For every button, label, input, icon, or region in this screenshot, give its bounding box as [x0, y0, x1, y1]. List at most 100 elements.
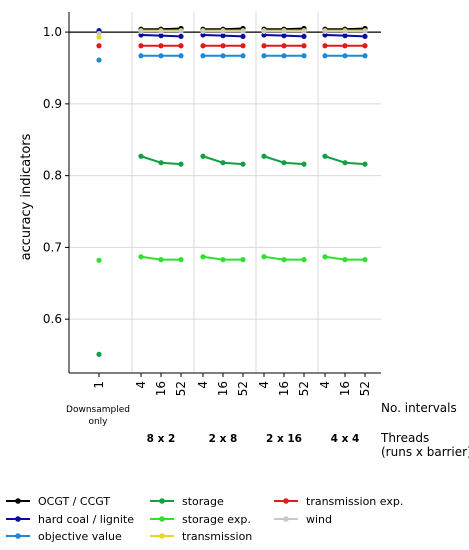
- x-tick-label: 1: [92, 381, 106, 389]
- data-point-single: [96, 30, 102, 37]
- legend-entry: storage: [150, 495, 224, 508]
- legend-label: storage exp.: [182, 513, 251, 526]
- data-point: [240, 257, 246, 263]
- data-point: [301, 43, 307, 49]
- group-label: 2 x 16: [266, 433, 302, 445]
- data-point: [178, 43, 184, 49]
- data-point: [281, 33, 287, 39]
- legend-entry: OCGT / CCGT: [6, 495, 110, 508]
- data-point: [178, 257, 184, 263]
- legend-entry: hard coal / lignite: [6, 513, 134, 526]
- legend-label: wind: [306, 513, 332, 526]
- series-wind: [96, 28, 368, 37]
- data-point: [261, 153, 267, 159]
- group-label: 8 x 2: [147, 433, 176, 445]
- data-point: [301, 53, 307, 59]
- data-point: [178, 28, 184, 34]
- data-point: [362, 33, 368, 40]
- data-point: [240, 43, 246, 49]
- group-label: 4 x 4: [331, 433, 360, 445]
- data-point-single: [96, 34, 102, 40]
- legend-label: transmission: [182, 530, 252, 543]
- legend-swatch-marker: [15, 533, 21, 539]
- threads-label: Threads: [380, 431, 429, 445]
- threads-sublabel: (runs x barrier): [381, 445, 469, 459]
- data-point: [261, 28, 267, 34]
- legend-swatch-marker: [159, 516, 165, 522]
- data-point: [158, 160, 164, 166]
- axes: 0.6 0.7 0.8 0.9 1.0: [43, 12, 381, 374]
- data-point: [342, 160, 348, 166]
- data-point: [301, 28, 307, 34]
- data-point: [281, 43, 287, 49]
- data-point: [158, 33, 164, 39]
- x-tick-label: 16: [216, 381, 230, 396]
- data-point: [342, 43, 348, 49]
- legend-swatch-marker: [283, 498, 289, 504]
- data-point: [220, 160, 226, 166]
- data-point: [138, 28, 144, 34]
- y-tick-label: 0.8: [43, 169, 62, 183]
- data-point: [138, 53, 144, 59]
- legend-label: hard coal / lignite: [38, 513, 134, 526]
- x-tick-label: 4: [134, 381, 148, 389]
- data-point: [240, 161, 246, 167]
- legend-entry: transmission: [150, 530, 252, 543]
- data-point: [322, 153, 328, 159]
- y-axis-title: accuracy indicators: [19, 133, 34, 260]
- data-point: [261, 32, 267, 38]
- data-point: [200, 28, 206, 34]
- x-tick-label: 4: [318, 381, 332, 389]
- data-point: [178, 161, 184, 167]
- data-point: [158, 257, 164, 263]
- y-tick-label: 0.9: [43, 97, 62, 111]
- x-tick-label: 52: [236, 381, 250, 396]
- data-point: [322, 43, 328, 49]
- data-point: [158, 53, 164, 59]
- x-tick-labels: 1 4 16 52 4 16 52 4 16 52 4 16 52: [92, 373, 372, 396]
- data-point: [281, 257, 287, 263]
- legend-entry: transmission exp.: [274, 495, 403, 508]
- data-point: [261, 53, 267, 59]
- series-transmission-exp-: [96, 43, 368, 49]
- data-point: [281, 160, 287, 166]
- data-point-single: [96, 351, 102, 357]
- x-tick-label: 4: [196, 381, 210, 389]
- series-hard-coal-lignite: [96, 28, 368, 40]
- data-point: [138, 153, 144, 159]
- x-tick-label: 16: [277, 381, 291, 396]
- data-point: [200, 254, 206, 260]
- data-point: [178, 53, 184, 59]
- series-layer: [96, 25, 368, 357]
- y-tick-label: 1.0: [43, 25, 62, 39]
- legend-label: OCGT / CCGT: [38, 495, 110, 508]
- data-point: [342, 33, 348, 39]
- legend-swatch-marker: [15, 498, 21, 504]
- data-point: [362, 43, 368, 49]
- series-storage: [96, 153, 368, 357]
- data-point: [261, 254, 267, 260]
- data-point: [220, 257, 226, 263]
- legend-label: transmission exp.: [306, 495, 403, 508]
- data-point: [342, 53, 348, 59]
- data-point: [362, 53, 368, 59]
- single-label-line2: only: [88, 417, 108, 427]
- data-point: [301, 161, 307, 167]
- y-tick-label: 0.7: [43, 240, 62, 254]
- data-point: [200, 32, 206, 38]
- legend-entry: wind: [274, 513, 332, 526]
- data-point: [240, 28, 246, 34]
- legend-swatch-marker: [159, 498, 165, 504]
- legend-swatch-marker: [283, 516, 289, 522]
- x-tick-label: 52: [174, 381, 188, 396]
- grid: [69, 12, 381, 373]
- data-point: [138, 254, 144, 260]
- group-label: 2 x 8: [209, 433, 238, 445]
- data-point: [261, 43, 267, 49]
- data-point: [322, 53, 328, 59]
- data-point-single: [96, 257, 102, 263]
- x-tick-label: 52: [297, 381, 311, 396]
- data-point: [138, 43, 144, 49]
- y-tick-label: 0.6: [43, 312, 62, 326]
